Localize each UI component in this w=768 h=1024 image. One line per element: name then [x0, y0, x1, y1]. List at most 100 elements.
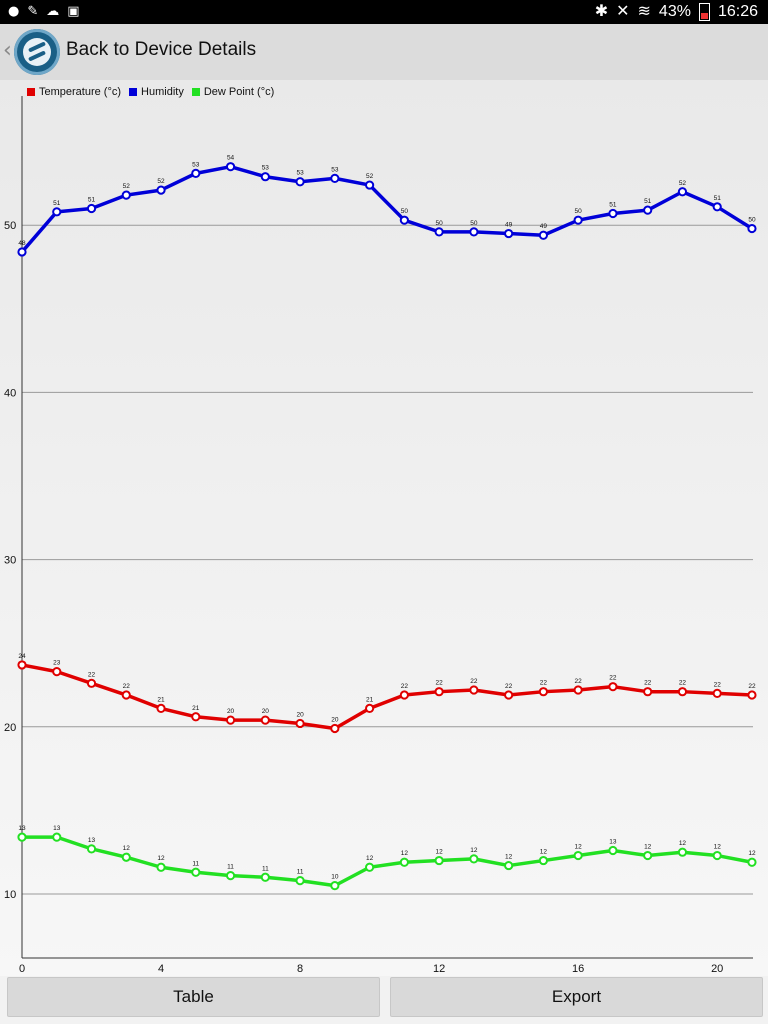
- data-point-temperature: [191, 712, 201, 722]
- data-label-dew-point: 12: [470, 847, 478, 854]
- data-point-temperature: [643, 687, 653, 697]
- legend-swatch-dew-point: [191, 88, 200, 96]
- chevron-left-icon[interactable]: ‹: [3, 38, 12, 63]
- page-title[interactable]: Back to Device Details: [66, 39, 257, 60]
- data-label-humidity: 51: [609, 201, 617, 208]
- data-label-dew-point: 11: [297, 869, 304, 876]
- status-left-icons: ● ✎ ☁ ▣: [8, 3, 80, 21]
- data-label-humidity: 52: [679, 180, 687, 187]
- data-label-dew-point: 13: [18, 825, 26, 832]
- data-point-dew-point: [295, 876, 305, 886]
- data-label-humidity: 51: [53, 200, 61, 207]
- data-point-dew-point: [191, 867, 201, 877]
- data-point-humidity: [365, 180, 375, 190]
- data-label-temperature: 22: [714, 681, 722, 688]
- data-point-temperature: [86, 678, 97, 688]
- data-point-dew-point: [469, 854, 479, 864]
- data-point-temperature: [17, 660, 27, 670]
- data-point-humidity: [399, 215, 409, 225]
- data-point-dew-point: [643, 850, 653, 861]
- data-point-humidity: [712, 202, 722, 212]
- x-tick-label: 12: [433, 963, 445, 975]
- data-point-temperature: [260, 715, 270, 725]
- export-button[interactable]: Export: [390, 977, 763, 1017]
- data-label-temperature: 22: [540, 680, 548, 687]
- data-point-humidity: [643, 205, 653, 215]
- data-label-humidity: 51: [714, 195, 722, 202]
- data-point-dew-point: [121, 852, 131, 862]
- data-label-dew-point: 11: [262, 865, 269, 872]
- data-label-dew-point: 12: [123, 845, 131, 852]
- data-point-temperature: [225, 715, 236, 725]
- data-label-temperature: 21: [157, 696, 165, 703]
- data-point-dew-point: [608, 845, 618, 856]
- data-label-temperature: 22: [436, 680, 444, 687]
- data-point-dew-point: [538, 855, 549, 866]
- data-point-humidity: [121, 190, 131, 200]
- data-label-humidity: 52: [157, 178, 165, 185]
- data-point-dew-point: [573, 850, 583, 861]
- data-label-humidity: 50: [401, 208, 409, 215]
- data-point-humidity: [608, 208, 618, 219]
- data-point-temperature: [712, 688, 722, 698]
- data-label-humidity: 48: [18, 240, 26, 247]
- series-line-dew-point: [22, 835, 753, 888]
- table-button[interactable]: Table: [7, 977, 380, 1017]
- x-tick-label: 4: [158, 963, 164, 975]
- y-tick-label: 10: [4, 889, 16, 901]
- data-point-humidity: [538, 230, 549, 240]
- data-point-temperature: [295, 718, 305, 729]
- data-point-humidity: [295, 177, 305, 187]
- data-label-temperature: 22: [401, 683, 409, 690]
- notification-icon: ●: [8, 4, 20, 19]
- wifi-icon: ≋: [637, 3, 651, 20]
- data-label-humidity: 49: [540, 223, 548, 230]
- data-label-temperature: 20: [227, 708, 235, 715]
- data-label-dew-point: 12: [157, 855, 165, 862]
- battery-icon: [698, 3, 710, 21]
- data-label-temperature: 21: [366, 696, 374, 703]
- x-tick-label: 20: [711, 963, 723, 975]
- data-point-dew-point: [434, 855, 444, 866]
- data-point-humidity: [747, 223, 757, 234]
- data-point-temperature: [538, 687, 549, 697]
- data-label-temperature: 20: [296, 711, 304, 718]
- data-point-humidity: [260, 172, 270, 182]
- data-label-dew-point: 12: [505, 854, 513, 861]
- data-point-temperature: [52, 667, 62, 677]
- data-point-dew-point: [399, 857, 409, 867]
- data-point-temperature: [608, 682, 618, 692]
- data-point-dew-point: [156, 862, 166, 872]
- data-label-humidity: 50: [470, 220, 478, 227]
- data-label-dew-point: 12: [748, 850, 756, 857]
- y-tick-label: 40: [4, 387, 16, 399]
- data-point-temperature: [121, 690, 131, 700]
- data-label-temperature: 22: [575, 678, 583, 685]
- app-logo-icon[interactable]: [14, 29, 60, 75]
- data-point-dew-point: [17, 832, 27, 842]
- y-tick-label: 30: [4, 555, 16, 567]
- data-point-temperature: [469, 685, 479, 695]
- status-bar: ● ✎ ☁ ▣ ✱ ✕ ≋ 43% 16:26: [0, 0, 768, 24]
- data-point-humidity: [52, 207, 62, 217]
- x-tick-label: 8: [297, 963, 303, 975]
- data-label-temperature: 20: [331, 716, 339, 723]
- data-label-temperature: 22: [644, 680, 652, 687]
- data-point-temperature: [434, 687, 444, 697]
- data-label-humidity: 52: [123, 183, 131, 190]
- data-point-humidity: [434, 227, 444, 237]
- legend-swatch-humidity: [129, 88, 138, 96]
- series-line-humidity: [20, 164, 753, 254]
- data-point-humidity: [504, 228, 514, 239]
- data-point-humidity: [330, 173, 340, 183]
- series-line-temperature: [21, 663, 753, 731]
- data-label-humidity: 51: [644, 198, 652, 205]
- data-label-temperature: 22: [748, 683, 756, 690]
- data-label-humidity: 54: [227, 155, 235, 162]
- data-label-humidity: 50: [436, 220, 444, 227]
- data-label-dew-point: 13: [53, 825, 61, 832]
- data-label-temperature: 22: [88, 671, 96, 678]
- data-label-dew-point: 12: [644, 844, 652, 851]
- data-point-dew-point: [52, 832, 62, 842]
- data-label-dew-point: 11: [192, 860, 199, 867]
